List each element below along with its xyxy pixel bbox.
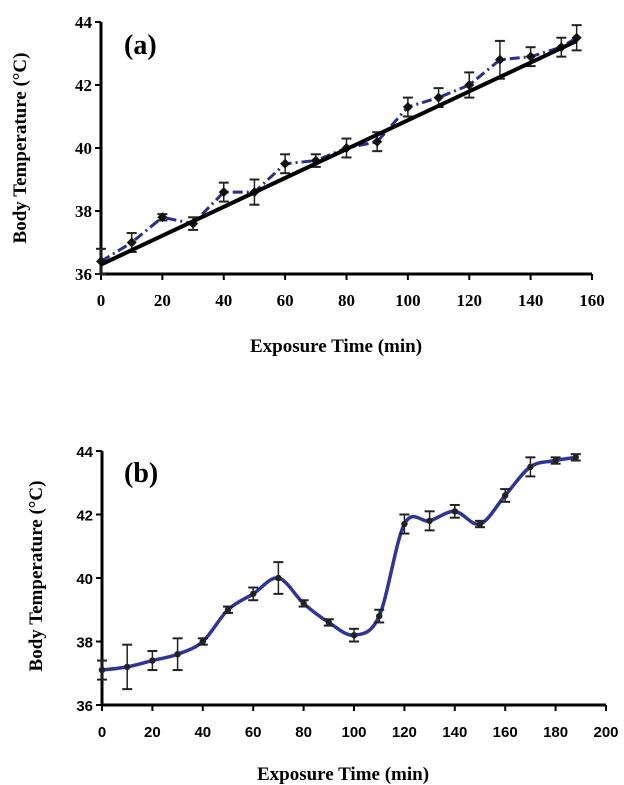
y-tick-label: 38 [76,635,93,652]
panel-a-series [96,24,582,275]
data-point [350,631,358,639]
panel-b-ylabel: Body Temperature (°C) [26,481,47,672]
data-point [157,212,168,223]
x-tick-label: 60 [245,724,262,741]
y-tick-label: 44 [75,13,93,32]
data-point [174,651,181,658]
x-tick-label: 180 [543,724,568,741]
data-line [101,455,577,672]
x-tick-label: 20 [144,724,161,741]
data-point [426,517,433,525]
data-point [451,508,458,515]
data-point [372,136,383,147]
x-tick-label: 100 [395,291,421,310]
data-point [218,187,229,198]
panel-b-label: (b) [124,458,158,489]
data-point [401,520,408,528]
y-tick-label: 44 [76,444,93,461]
x-tick-label: 0 [98,724,106,741]
data-point [527,463,534,471]
data-point [124,663,131,671]
x-tick-label: 120 [457,291,483,310]
panel-b-xlabel: Exposure Time (min) [257,764,429,785]
data-point [552,457,559,464]
x-tick-label: 20 [154,291,171,310]
x-tick-label: 60 [277,291,294,310]
x-tick-label: 0 [97,291,106,310]
y-tick-label: 40 [75,139,92,158]
panel-a: (a) Exposure Time (min) Body Temperature… [10,13,605,357]
fit-line [100,39,578,267]
panel-a-label: (a) [124,30,157,61]
y-tick-label: 42 [75,76,92,95]
data-point [494,54,505,65]
data-point [476,520,484,528]
panel-a-ylabel: Body Temperature (°C) [10,53,31,244]
data-point [280,158,291,169]
data-point [224,606,232,613]
y-tick-label: 38 [75,202,92,221]
x-tick-label: 200 [593,724,618,741]
x-tick-label: 120 [392,724,417,741]
data-point [402,102,413,113]
y-tick-label: 36 [76,698,93,715]
x-tick-label: 140 [518,291,544,310]
data-point [502,492,509,499]
x-tick-label: 80 [295,724,312,741]
data-point [525,51,536,62]
data-point [126,237,137,248]
data-point [199,638,206,645]
x-tick-label: 40 [194,724,211,741]
data-point [98,666,106,674]
panel-b-ticks: 36 38 40 42 44 0 20 40 60 80 100 120 140 160 180 200 [76,444,618,741]
panel-a-axes [99,22,592,276]
x-tick-label: 80 [338,291,355,310]
y-tick-label: 40 [76,571,93,588]
data-point [325,619,332,626]
data-point [376,612,383,620]
x-tick-label: 40 [215,291,232,310]
y-tick-label: 42 [76,508,93,525]
x-tick-label: 160 [579,291,605,310]
data-point [433,92,444,103]
panel-b-series [97,453,581,691]
data-point [149,657,156,664]
y-tick-label: 36 [75,265,92,284]
data-point [572,454,579,461]
panel-a-xlabel: Exposure Time (min) [250,336,422,357]
x-tick-label: 100 [341,724,366,741]
x-tick-label: 160 [493,724,518,741]
data-line [100,36,578,263]
panel-b: (b) Exposure Time (min) Body Temperature… [26,444,619,785]
data-point [250,590,257,598]
data-point [464,80,475,90]
x-tick-label: 140 [442,724,467,741]
data-point [300,600,307,607]
data-point [275,574,282,582]
